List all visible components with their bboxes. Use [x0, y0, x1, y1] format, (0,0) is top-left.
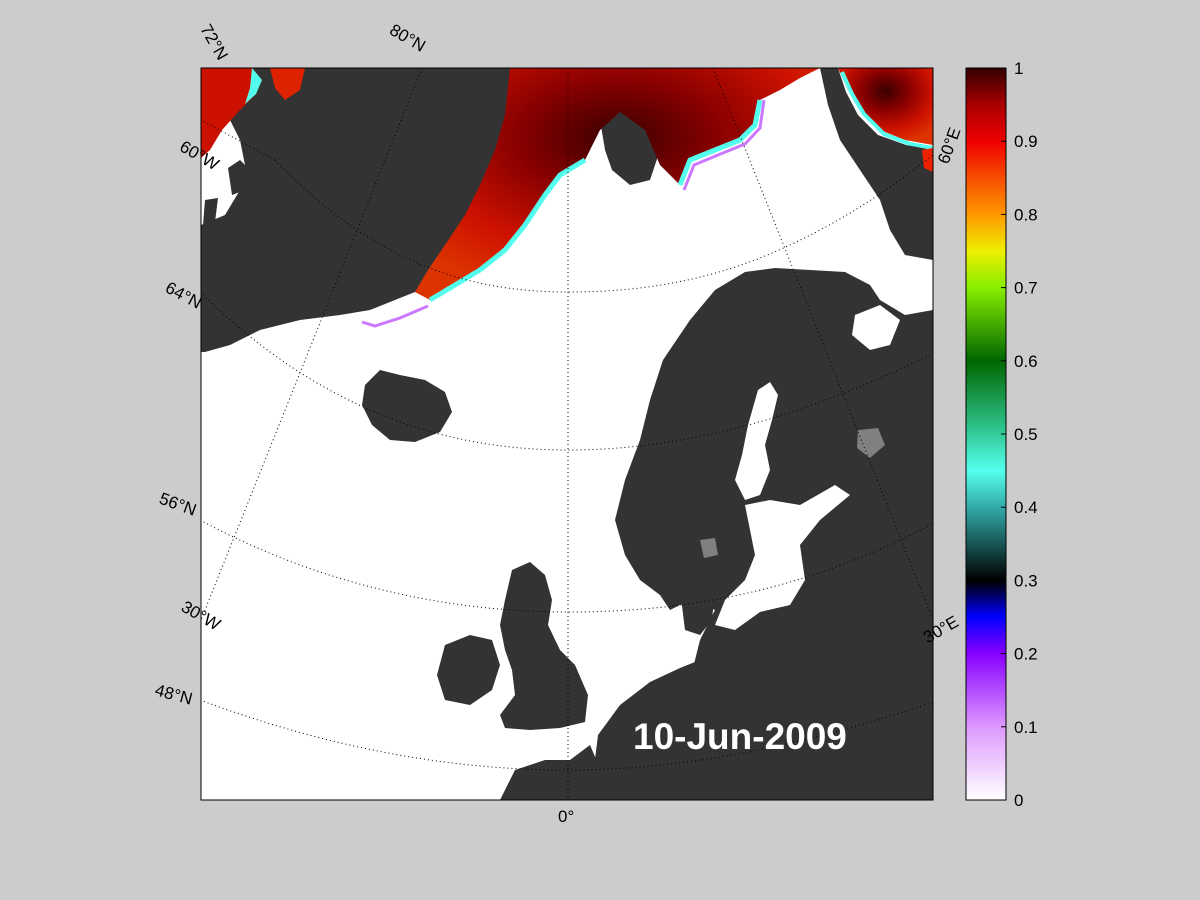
label-lat-80: 80°N — [386, 20, 428, 55]
colorbar-tick-label: 0.4 — [1014, 498, 1038, 517]
label-lon-60e: 60°E — [934, 125, 965, 166]
lake-ladoga — [857, 428, 885, 458]
ice-patch-russia — [922, 148, 933, 172]
colorbar-bar — [965, 67, 1007, 801]
colorbar-tick-label: 0.1 — [1014, 718, 1038, 737]
sea-ice-baffin-edge — [245, 68, 262, 104]
colorbar-tick-label: 1 — [1014, 59, 1023, 78]
baltic-sea — [715, 485, 850, 630]
sea-ice-fram-strait — [415, 68, 820, 300]
label-lat-56: 56°N — [157, 489, 199, 520]
label-lat-64: 64°N — [162, 278, 204, 313]
colorbar-tick-label: 0.8 — [1014, 205, 1038, 224]
label-lat-48: 48°N — [153, 681, 195, 709]
russia-northeast-landmass — [820, 68, 933, 260]
canada-islands — [203, 160, 250, 225]
sea-ice-kara-edge — [840, 71, 933, 150]
ireland-landmass — [437, 635, 500, 705]
great-britain-landmass — [500, 562, 588, 730]
iceland-landmass — [362, 370, 452, 442]
colorbar-tick-label: 0.6 — [1014, 352, 1038, 371]
colorbar-tick-label: 0.7 — [1014, 279, 1038, 298]
sea-ice-edge-cyan — [428, 99, 763, 303]
sea-ice-kara — [838, 68, 933, 145]
sea-ice-baffin — [201, 68, 262, 158]
france-landmass — [500, 745, 605, 800]
map-frame — [200, 67, 934, 801]
gulf-of-bothnia — [735, 382, 778, 500]
colorbar-tick-label: 0.5 — [1014, 425, 1038, 444]
colorbar-tick-label: 0 — [1014, 791, 1023, 810]
label-lon-0: 0° — [558, 807, 574, 826]
jutland-landmass — [680, 580, 715, 635]
sea-ice-edge-violet — [361, 99, 766, 328]
date-label: 10-Jun-2009 — [633, 716, 847, 757]
sea-ice-baffin-north — [270, 68, 305, 100]
colorbar-tick-label: 0.3 — [1014, 571, 1038, 590]
white-sea — [852, 305, 900, 350]
lake-vanern — [700, 538, 718, 558]
map-area — [201, 68, 933, 800]
continental-europe-landmass — [590, 560, 933, 800]
colorbar: 0 0.1 0.2 0.3 0.4 0.5 0.6 0.7 0.8 0.9 1 — [965, 59, 1038, 810]
colorbar-tick-label: 0.9 — [1014, 132, 1038, 151]
label-lat-72: 72°N — [196, 21, 231, 63]
colorbar-ticks: 0 0.1 0.2 0.3 0.4 0.5 0.6 0.7 0.8 0.9 1 — [1001, 59, 1038, 810]
graticule — [201, 68, 933, 800]
colorbar-tick-label: 0.2 — [1014, 645, 1038, 664]
